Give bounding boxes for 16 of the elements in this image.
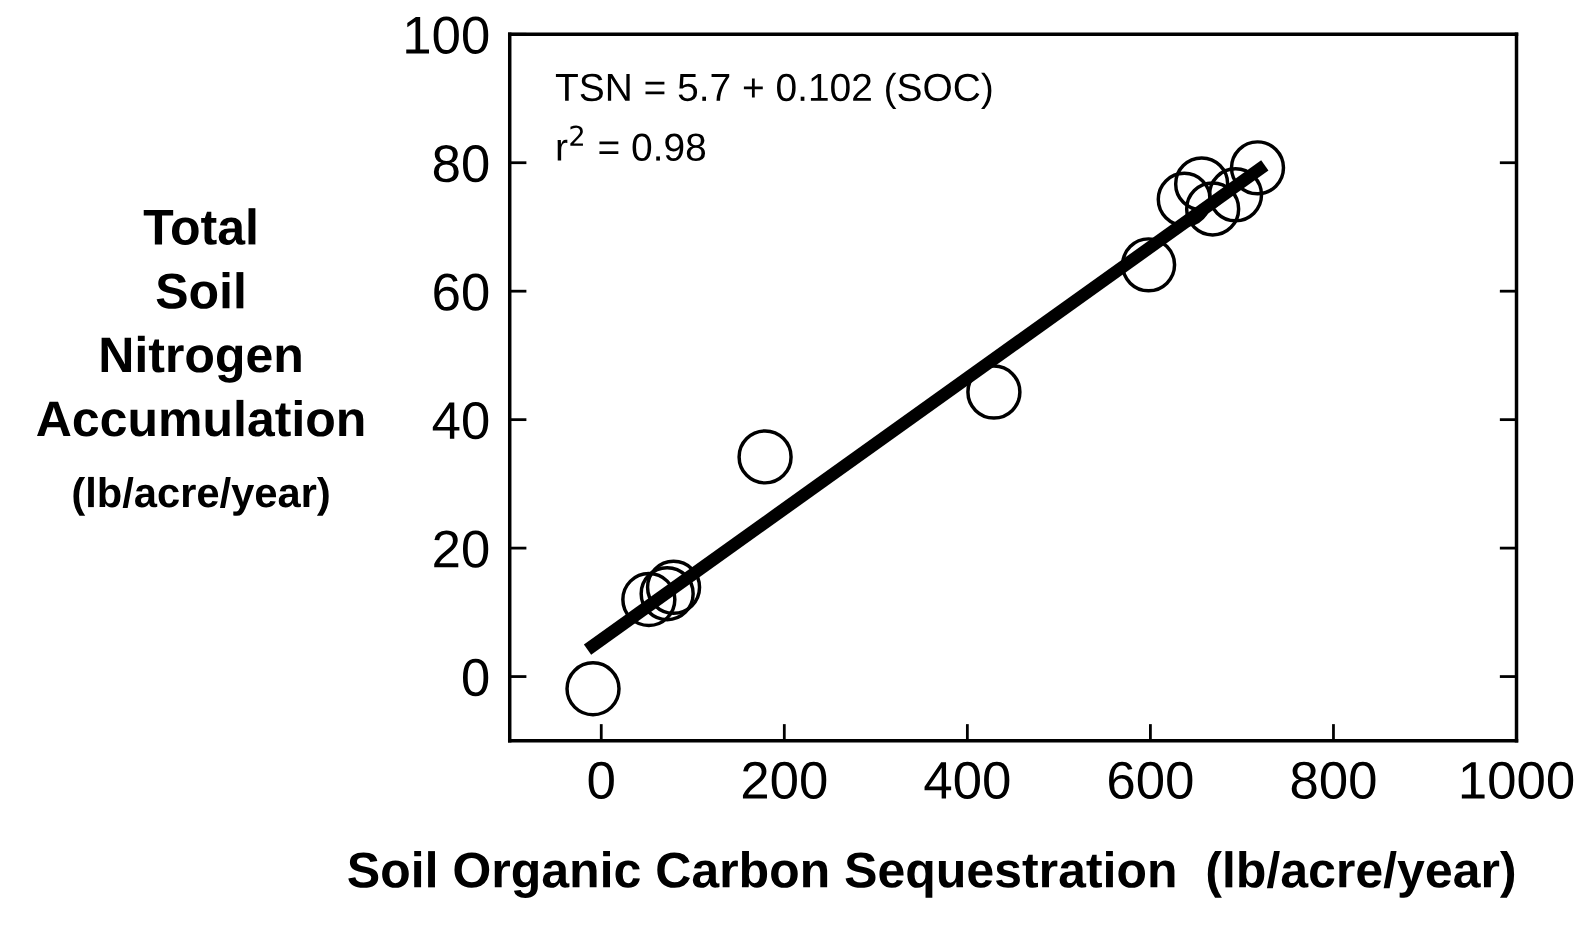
x-tick-label: 800 bbox=[1291, 761, 1376, 800]
y-tick-label: 0 bbox=[462, 658, 489, 697]
y-tick-label: 40 bbox=[432, 401, 489, 440]
y-tick-label: 60 bbox=[434, 273, 489, 311]
y-tick-label: 100 bbox=[406, 16, 489, 54]
y-tick-label: 20 bbox=[434, 530, 489, 568]
x-tick-label: 0 bbox=[588, 761, 614, 800]
annotation: TSN = 5.7 + 0.102 (SOC) bbox=[555, 72, 992, 109]
x-tick-label: 600 bbox=[1109, 761, 1193, 800]
x-tick-label: 1000 bbox=[1461, 761, 1574, 800]
x-tick-label: 200 bbox=[742, 761, 827, 800]
x-axis-title: Soil Organic Carbon Sequestration (lb/acre/year) bbox=[348, 851, 1515, 898]
y-axis-title: Total Soil Nitrogen Accumulation (lb/acre/year) bbox=[37, 208, 364, 516]
x-tick-label: 400 bbox=[924, 761, 1010, 800]
annotation: r$^{2}$ = 0.98 bbox=[557, 125, 706, 161]
y-tick-label: 80 bbox=[433, 144, 489, 183]
